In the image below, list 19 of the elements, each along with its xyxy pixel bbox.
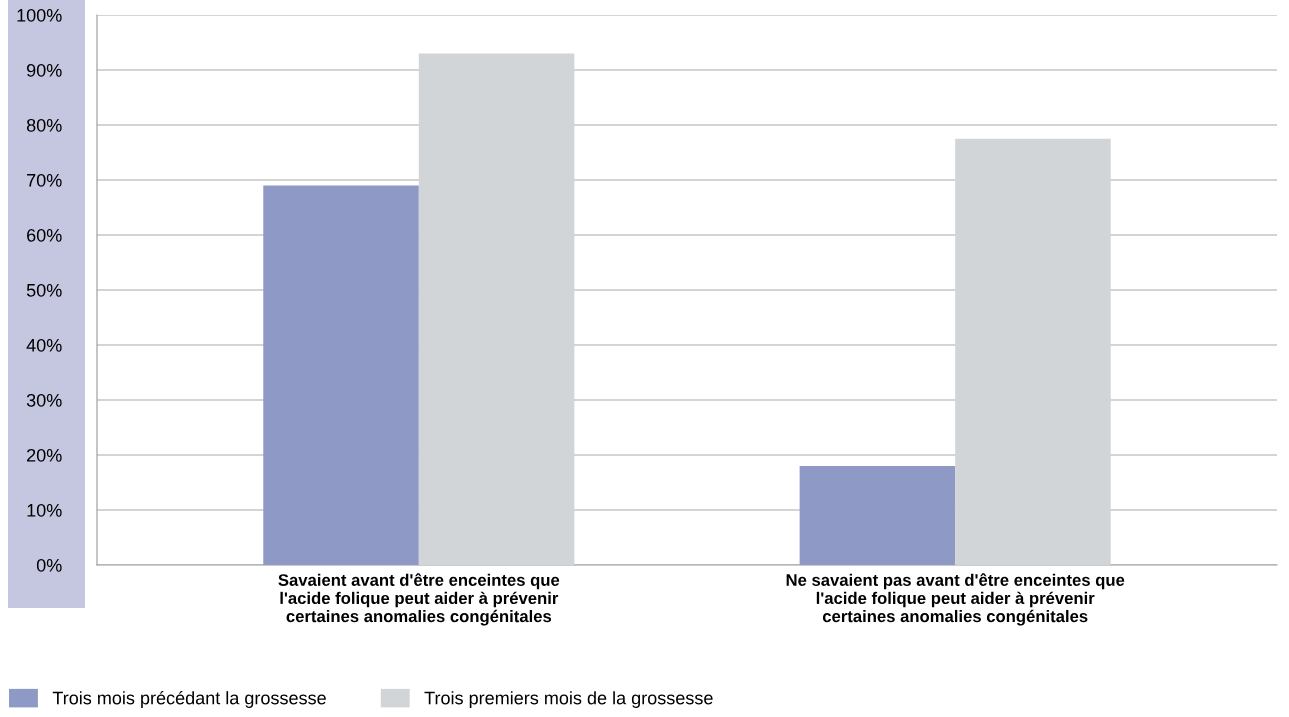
bar bbox=[955, 138, 1111, 565]
legend-label: Trois mois précédant la grossesse bbox=[52, 690, 326, 708]
y-tick-label: 100% bbox=[17, 8, 62, 22]
y-tick-label: 90% bbox=[26, 63, 62, 77]
y-tick-label: 60% bbox=[27, 228, 62, 242]
y-tick-label: 80% bbox=[26, 118, 62, 132]
bar bbox=[418, 53, 575, 565]
y-tick-label: 40% bbox=[26, 338, 62, 352]
y-tick-label: 50% bbox=[26, 283, 62, 297]
y-tick-label: 70% bbox=[27, 173, 62, 187]
legend-label: Trois premiers mois de la grossesse bbox=[424, 691, 713, 708]
x-tick-label: Savaient avant d'être enceintes que l'acide folique peut aider à prévenir certaines anomalies congénitales bbox=[278, 573, 560, 626]
bar bbox=[263, 185, 419, 565]
x-tick-label: Ne savaient pas avant d'être enceintes que l'acide folique peut aider à prévenir certaines anomalies congénitales bbox=[786, 573, 1125, 626]
bar bbox=[799, 466, 956, 565]
y-tick-label: 20% bbox=[27, 448, 62, 462]
y-tick-label: 30% bbox=[26, 393, 62, 407]
y-tick-label: 0% bbox=[36, 558, 62, 572]
y-tick-label: 10% bbox=[27, 503, 62, 517]
